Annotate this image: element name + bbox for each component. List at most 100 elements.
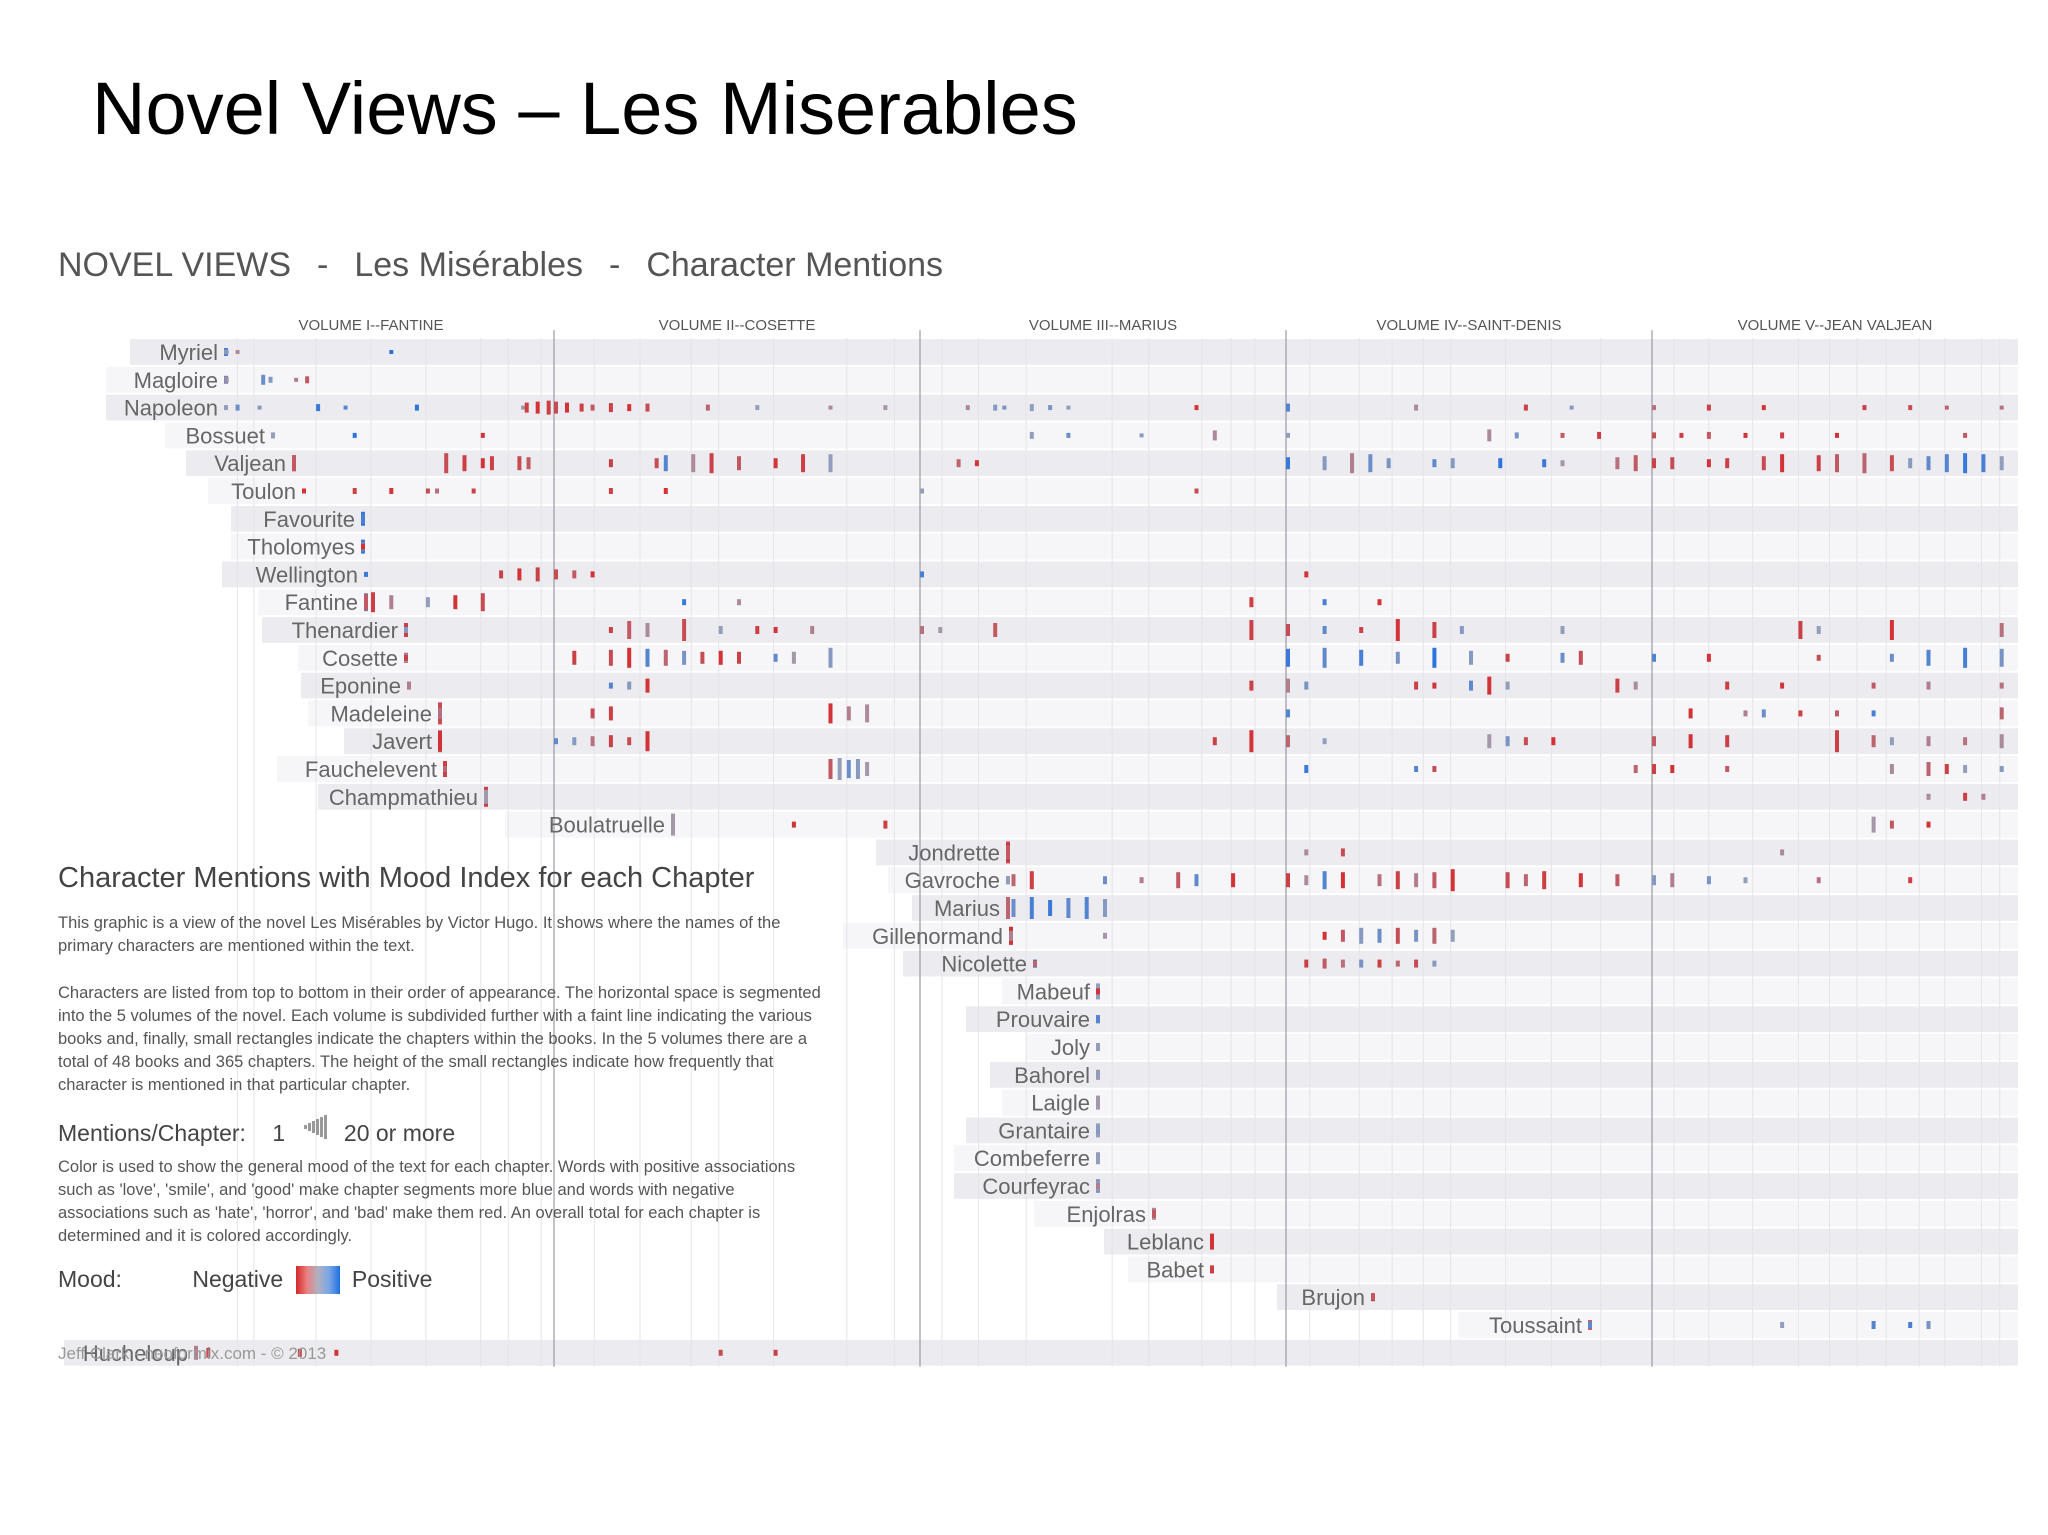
chapter-mark: [1011, 899, 1016, 917]
row-band: [954, 1173, 2018, 1199]
chapter-mark: [1542, 871, 1547, 890]
chapter-mark: [1926, 649, 1931, 666]
chapter-mark: [292, 455, 296, 472]
chapter-mark: [1652, 405, 1656, 411]
character-label: Marius: [934, 896, 1000, 921]
chapter-mark: [718, 650, 723, 665]
chapter-mark: [737, 456, 741, 471]
mood-legend-negative: Negative: [192, 1266, 284, 1293]
chapter-mark: [235, 404, 240, 411]
chapter-mark: [1066, 898, 1071, 918]
chapter-mark: [920, 488, 924, 494]
chapter-mark: [1414, 929, 1419, 942]
chapter-mark: [974, 460, 979, 467]
description-paragraph-1: This graphic is a view of the novel Les …: [58, 914, 781, 955]
chapter-mark: [1999, 648, 2004, 667]
chapter-mark: [1286, 735, 1290, 748]
chapter-mark: [1926, 793, 1931, 800]
row-band: [298, 644, 2018, 671]
character-label: Laigle: [1031, 1091, 1090, 1116]
description-heading: Character Mentions with Mood Index for e…: [58, 862, 755, 894]
chapter-mark: [1459, 626, 1464, 634]
chapter-mark: [1926, 1321, 1931, 1329]
chapter-mark: [1679, 432, 1684, 438]
chapter-mark: [1395, 960, 1400, 967]
chapter-mark: [1871, 1321, 1876, 1329]
chapter-mark: [1029, 897, 1034, 919]
chapter-mark: [1212, 430, 1217, 441]
chapter-mark: [1725, 458, 1730, 469]
chapter-mark: [773, 627, 778, 633]
chapter-mark: [810, 626, 815, 634]
chapter-mark: [1963, 737, 1968, 746]
header-dash-2: -: [609, 246, 621, 284]
chapter-mark: [1450, 929, 1455, 942]
character-label: Tholomyes: [247, 535, 355, 560]
chapter-mark: [1286, 873, 1290, 888]
mood-legend: Mood: Negative Positive: [58, 1265, 432, 1294]
chapter-mark: [1096, 1015, 1100, 1024]
header-dash-1: -: [317, 246, 329, 284]
chapter-mark: [1006, 897, 1010, 919]
chapter-mark: [224, 405, 228, 411]
chapter-mark: [1798, 710, 1803, 717]
row-band: [231, 533, 2018, 560]
chapter-mark: [1103, 876, 1107, 885]
character-label: Courfeyrac: [982, 1174, 1090, 1199]
chapter-mark: [364, 594, 368, 611]
character-label: Combeferre: [974, 1146, 1090, 1171]
chapter-mark: [1212, 737, 1217, 746]
chapter-mark: [1286, 457, 1290, 470]
chapter-mark: [1816, 654, 1821, 661]
row-band: [1026, 1034, 2018, 1060]
chapter-mark: [1322, 958, 1327, 969]
chapter-mark: [608, 735, 613, 748]
character-label: Fauchelevent: [305, 757, 437, 782]
chapter-mark: [521, 405, 526, 410]
chapter-mark: [1377, 928, 1382, 943]
chapter-mark: [1597, 431, 1602, 439]
chapter-mark: [1889, 455, 1894, 472]
chapter-mark: [1871, 710, 1876, 717]
row-band: [262, 617, 2018, 643]
row-band: [277, 756, 2018, 782]
chapter-mark: [1926, 736, 1931, 747]
chapter-mark: [1096, 988, 1100, 995]
chapter-mark: [1096, 1070, 1100, 1079]
chapter-mark: [1194, 405, 1199, 411]
chapter-mark: [1633, 765, 1638, 773]
chapter-mark: [389, 350, 394, 354]
chapter-mark: [1414, 873, 1419, 888]
character-label: Thenardier: [292, 618, 398, 643]
row-band: [258, 589, 2018, 616]
chapter-mark: [305, 376, 310, 384]
character-label: Toulon: [231, 479, 296, 504]
chapter-mark: [1908, 1322, 1913, 1328]
chapter-mark: [956, 459, 961, 468]
chapter-mark: [1432, 872, 1437, 889]
chapter-mark: [294, 377, 299, 382]
chapter-mark: [654, 458, 659, 469]
chapter-mark: [590, 736, 595, 747]
character-label: Madeleine: [330, 701, 432, 726]
chapter-mark: [1371, 1294, 1375, 1301]
chapter-mark: [1249, 680, 1254, 691]
character-label: Bahorel: [1014, 1063, 1090, 1088]
chapter-mark: [302, 488, 306, 494]
chapter-mark: [1304, 571, 1309, 578]
chapter-mark: [1139, 877, 1144, 884]
mood-legend-label: Mood:: [58, 1266, 122, 1293]
chapter-mark: [1304, 959, 1309, 968]
chapter-mark: [1414, 404, 1419, 411]
chapter-mark: [1006, 876, 1010, 885]
row-band: [1002, 1089, 2018, 1116]
chapter-mark: [1414, 959, 1419, 968]
chapter-mark: [1350, 453, 1355, 474]
chapter-mark: [846, 760, 851, 778]
chapter-mark: [194, 1345, 198, 1360]
chapter-mark: [1652, 875, 1656, 886]
chapter-mark: [1395, 651, 1400, 664]
chapter-mark: [1304, 765, 1309, 773]
character-label: Babet: [1147, 1257, 1205, 1282]
chapter-mark: [865, 704, 870, 723]
